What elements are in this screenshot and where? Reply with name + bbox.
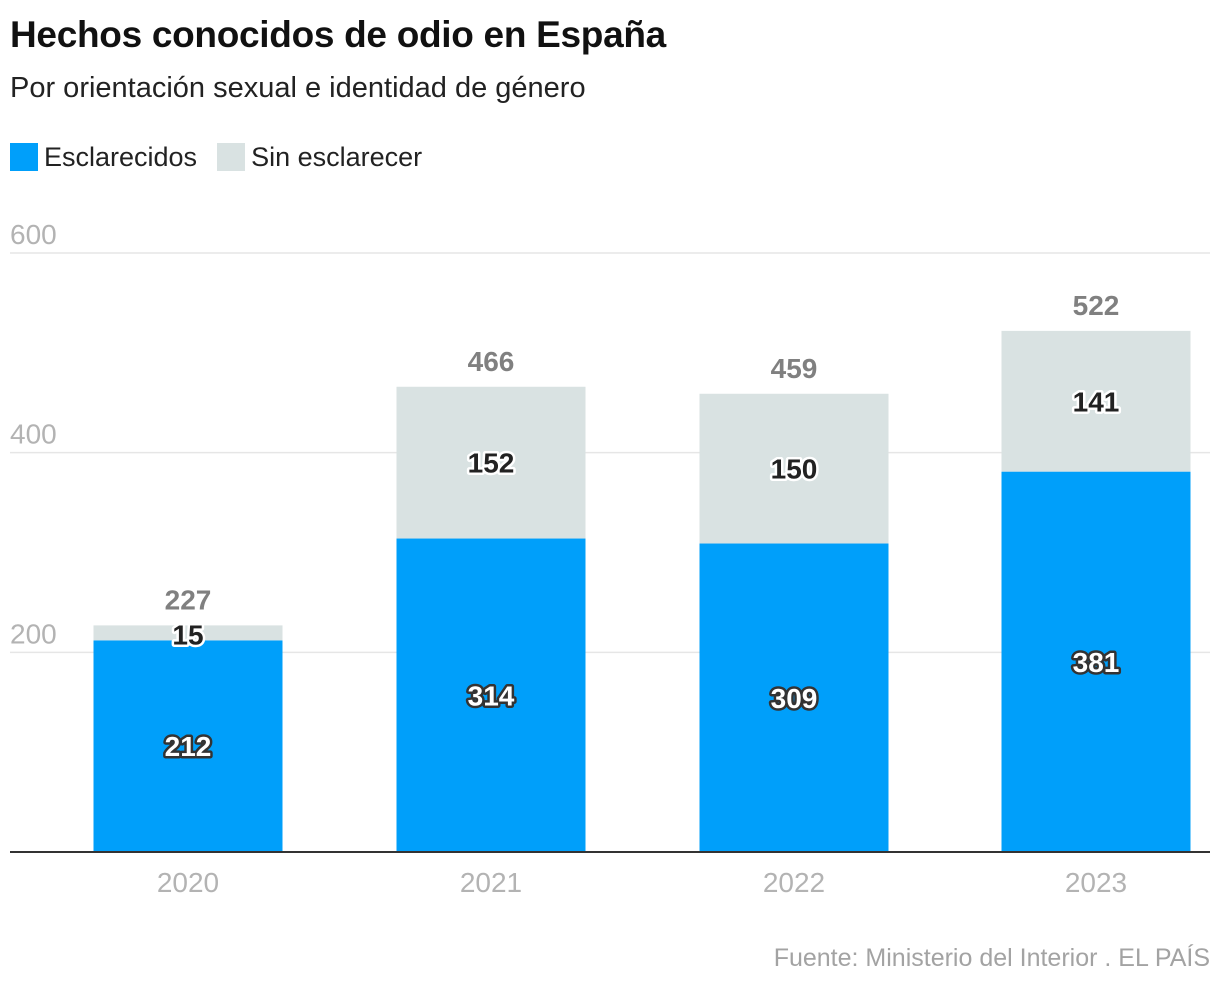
chart-subtitle: Por orientación sexual e identidad de gé… (10, 72, 586, 104)
legend: Esclarecidos Sin esclarecer (10, 140, 442, 174)
value-label-sin-esclarecer-2021: 152 (468, 448, 515, 479)
bar-sin-esclarecer-2020 (93, 625, 283, 641)
bar-esclarecidos-2020 (93, 640, 283, 852)
y-tick-label-400: 400 (10, 419, 57, 450)
bar-esclarecidos-2021 (396, 538, 586, 852)
bar-esclarecidos-2023 (1001, 471, 1191, 852)
legend-swatch-sin-esclarecer (217, 143, 246, 171)
value-label-esclarecidos-2023: 381 (1073, 647, 1120, 678)
total-label-2023: 522 (1073, 290, 1120, 321)
value-label-esclarecidos-2021: 314 (468, 680, 515, 711)
total-label-2020: 227 (165, 584, 212, 615)
y-tick-label-600: 600 (10, 219, 57, 250)
chart-title: Hechos conocidos de odio en España (10, 14, 666, 55)
legend-label-esclarecidos: Esclarecidos (44, 141, 198, 172)
total-label-2022: 459 (771, 353, 818, 384)
value-label-esclarecidos-2022: 309 (771, 683, 818, 714)
x-tick-label-2023: 2023 (1065, 867, 1127, 898)
x-tick-label-2021: 2021 (460, 867, 522, 898)
legend-swatch-esclarecidos (10, 143, 38, 171)
legend-item-esclarecidos: Esclarecidos (10, 142, 197, 173)
legend-item-sin-esclarecer: Sin esclarecer (217, 142, 422, 173)
value-label-sin-esclarecer-2022: 150 (771, 454, 818, 485)
value-label-sin-esclarecer-2020: 15 (172, 619, 203, 650)
value-label-esclarecidos-2020: 212 (165, 731, 212, 762)
bar-esclarecidos-2022 (699, 543, 889, 852)
value-label-sin-esclarecer-2023: 141 (1073, 386, 1120, 417)
legend-label-sin-esclarecer: Sin esclarecer (251, 141, 423, 172)
x-tick-label-2020: 2020 (157, 867, 219, 898)
total-label-2021: 466 (468, 346, 515, 377)
bar-sin-esclarecer-2022 (699, 393, 889, 544)
x-tick-label-2022: 2022 (763, 867, 825, 898)
y-tick-label-200: 200 (10, 618, 57, 649)
bar-sin-esclarecer-2021 (396, 386, 586, 539)
source-note: Fuente: Ministerio del Interior . EL PAÍ… (773, 944, 1210, 972)
bar-sin-esclarecer-2023 (1001, 330, 1191, 472)
